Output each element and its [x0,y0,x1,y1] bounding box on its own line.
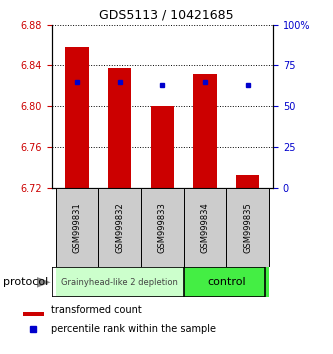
Text: GSM999833: GSM999833 [158,202,167,253]
Bar [236,175,259,188]
Text: control: control [207,277,245,287]
Bar [99,188,141,267]
Text: GDS5113 / 10421685: GDS5113 / 10421685 [99,9,234,22]
Text: GSM999832: GSM999832 [115,202,124,253]
Text: GSM999831: GSM999831 [73,202,82,253]
Text: protocol: protocol [3,277,49,287]
Bar [193,74,217,188]
Bar [183,188,226,267]
Text: percentile rank within the sample: percentile rank within the sample [51,324,216,334]
Text: GSM999834: GSM999834 [200,202,209,253]
Text: Grainyhead-like 2 depletion: Grainyhead-like 2 depletion [61,278,178,287]
Bar [141,188,183,267]
Bar [226,188,269,267]
Bar [108,68,132,188]
Bar [23,312,44,316]
Bar [66,47,89,188]
Bar [151,106,174,188]
Text: transformed count: transformed count [51,306,142,315]
Text: GSM999835: GSM999835 [243,202,252,253]
Bar [183,267,269,297]
Bar [56,267,183,297]
Bar [56,188,99,267]
Polygon shape [37,277,51,288]
